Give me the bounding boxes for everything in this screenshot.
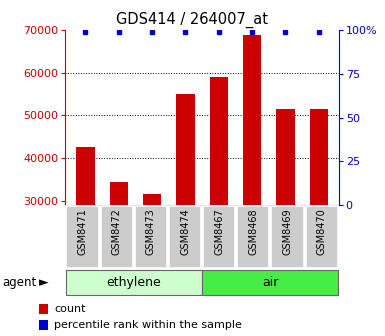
Text: agent: agent: [2, 276, 36, 289]
Bar: [135, 206, 167, 267]
Text: GSM8472: GSM8472: [112, 208, 122, 255]
Bar: [203, 206, 235, 267]
Bar: [176, 94, 195, 205]
Bar: [66, 270, 202, 295]
Text: GSM8469: GSM8469: [283, 208, 293, 255]
Bar: [209, 77, 228, 205]
Text: count: count: [54, 304, 85, 314]
Bar: [271, 206, 304, 267]
Text: GSM8473: GSM8473: [146, 208, 156, 255]
Bar: [143, 194, 161, 205]
Text: ethylene: ethylene: [106, 276, 161, 289]
Bar: [76, 148, 95, 205]
Text: GSM8474: GSM8474: [180, 208, 190, 255]
Bar: [243, 35, 261, 205]
Text: ►: ►: [38, 276, 48, 289]
Bar: [306, 206, 338, 267]
Bar: [203, 270, 338, 295]
Bar: [237, 206, 270, 267]
Bar: [110, 181, 128, 205]
Bar: [169, 206, 201, 267]
Bar: [310, 109, 328, 205]
Text: percentile rank within the sample: percentile rank within the sample: [54, 320, 242, 330]
Bar: [100, 206, 133, 267]
Bar: [67, 206, 99, 267]
Text: GDS414 / 264007_at: GDS414 / 264007_at: [117, 12, 268, 28]
Text: GSM8470: GSM8470: [317, 208, 327, 255]
Text: GSM8467: GSM8467: [214, 208, 224, 255]
Bar: [276, 109, 295, 205]
Text: air: air: [262, 276, 279, 289]
Text: GSM8468: GSM8468: [248, 208, 258, 255]
Text: GSM8471: GSM8471: [77, 208, 87, 255]
